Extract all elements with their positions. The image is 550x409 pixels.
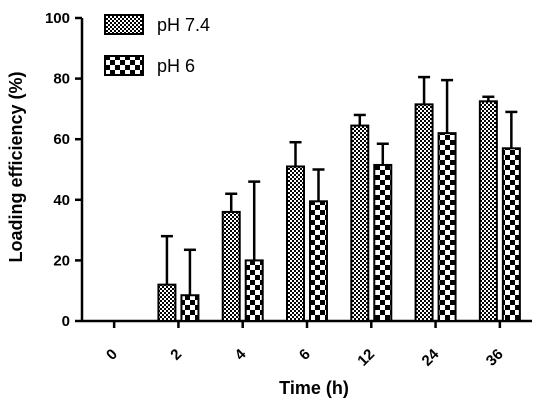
bar-ph74 — [157, 283, 177, 323]
y-tick-label: 80 — [53, 71, 70, 88]
x-tick-label: 6 — [296, 346, 314, 364]
bar-ph6 — [437, 132, 457, 322]
bar-ph6 — [244, 259, 264, 322]
bar-ph74 — [478, 100, 498, 322]
y-axis-title: Loading efficiency (%) — [6, 71, 26, 262]
x-tick-label: 12 — [354, 346, 378, 370]
y-tick-label: 100 — [45, 10, 70, 27]
legend-label-ph74: pH 7.4 — [157, 15, 210, 35]
bar-ph6 — [309, 200, 328, 322]
x-tick-label: 24 — [419, 345, 443, 369]
legend-label-ph6: pH 6 — [157, 56, 195, 76]
y-tick-label: 60 — [53, 131, 70, 148]
x-tick-label: 2 — [167, 346, 185, 364]
x-tick-label: 4 — [232, 345, 250, 363]
legend-swatch-ph74 — [104, 14, 144, 35]
y-tick-label: 0 — [62, 313, 70, 330]
legend-item-ph6: pH 6 — [104, 55, 195, 76]
y-tick-label: 40 — [53, 192, 70, 209]
bar-ph6 — [501, 147, 521, 322]
bar-ph6 — [373, 163, 393, 322]
bar-ph74 — [350, 124, 370, 322]
bar-ph6 — [180, 294, 200, 322]
x-axis-title: Time (h) — [279, 378, 349, 398]
bar-ph74 — [414, 103, 434, 323]
legend: pH 7.4 pH 6 — [104, 14, 210, 76]
legend-item-ph74: pH 7.4 — [104, 14, 210, 35]
x-tick-label: 36 — [483, 346, 507, 370]
legend-swatch-ph6 — [104, 55, 144, 76]
y-tick-label: 20 — [53, 252, 70, 269]
bar-ph74 — [286, 165, 305, 322]
x-tick-label: 0 — [103, 346, 121, 364]
bar-ph74 — [221, 210, 241, 322]
